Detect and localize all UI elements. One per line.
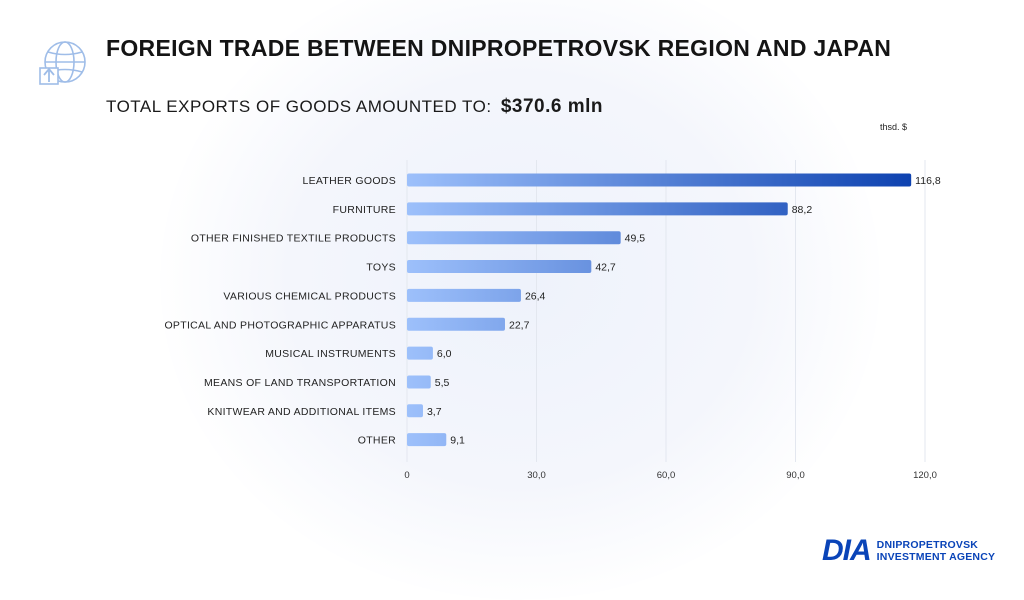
total-exports-value: $370.6 mln <box>500 96 603 117</box>
bar <box>407 375 431 389</box>
category-label: FURNITURE <box>333 204 396 216</box>
bar <box>407 317 505 331</box>
brand-line-1: DNIPROPETROVSK <box>876 539 979 551</box>
value-label: 116,8 <box>915 175 941 187</box>
brand-name: DNIPROPETROVSK INVESTMENT AGENCY <box>877 539 996 563</box>
x-tick-label: 30,0 <box>527 470 546 481</box>
value-label: 5,5 <box>435 377 450 389</box>
value-label: 42,7 <box>595 262 616 274</box>
value-label: 9,1 <box>450 435 465 447</box>
value-label: 6,0 <box>437 348 452 360</box>
category-label: KNITWEAR AND ADDITIONAL ITEMS <box>207 406 396 418</box>
category-label: VARIOUS CHEMICAL PRODUCTS <box>223 290 396 302</box>
bar <box>407 288 521 302</box>
category-label: OPTICAL AND PHOTOGRAPHIC APPARATUS <box>164 319 396 331</box>
x-tick-label: 90,0 <box>786 470 805 481</box>
category-label: OTHER FINISHED TEXTILE PRODUCTS <box>191 233 396 245</box>
category-label: MEANS OF LAND TRANSPORTATION <box>204 377 396 389</box>
bar <box>407 433 447 447</box>
category-label: MUSICAL INSTRUMENTS <box>265 348 396 360</box>
globe-export-icon <box>39 41 86 85</box>
x-tick-label: 0 <box>404 470 409 481</box>
brand-line-2: INVESTMENT AGENCY <box>876 551 996 563</box>
value-label: 88,2 <box>792 204 813 216</box>
bar <box>407 346 433 360</box>
bar <box>407 202 788 216</box>
x-tick-label: 120,0 <box>913 470 937 481</box>
page-subtitle: TOTAL EXPORTS OF GOODS AMOUNTED TO: $370… <box>106 96 603 118</box>
bar <box>407 173 912 187</box>
bar <box>407 260 592 274</box>
agency-logo: DIA DNIPROPETROVSK INVESTMENT AGENCY <box>822 536 995 566</box>
x-tick-label: 60,0 <box>657 470 676 481</box>
category-label: OTHER <box>358 435 396 447</box>
page-title: FOREIGN TRADE BETWEEN DNIPROPETROVSK REG… <box>106 35 892 61</box>
value-label: 26,4 <box>525 290 546 302</box>
bar-chart: 0 30,0 60,0 90,0 120,0 LEATHER GOODS 116,8 FURN… <box>164 160 941 481</box>
bar <box>407 404 423 418</box>
bar <box>407 231 621 245</box>
category-label: TOYS <box>366 262 396 274</box>
value-label: 49,5 <box>625 233 646 245</box>
category-label: LEATHER GOODS <box>302 175 396 187</box>
value-label: 3,7 <box>427 406 442 418</box>
brand-mark: DIA <box>822 534 872 567</box>
unit-label: thsd. $ <box>880 122 908 132</box>
subtitle-prefix: TOTAL EXPORTS OF GOODS AMOUNTED TO: <box>106 97 492 116</box>
value-label: 22,7 <box>509 319 530 331</box>
